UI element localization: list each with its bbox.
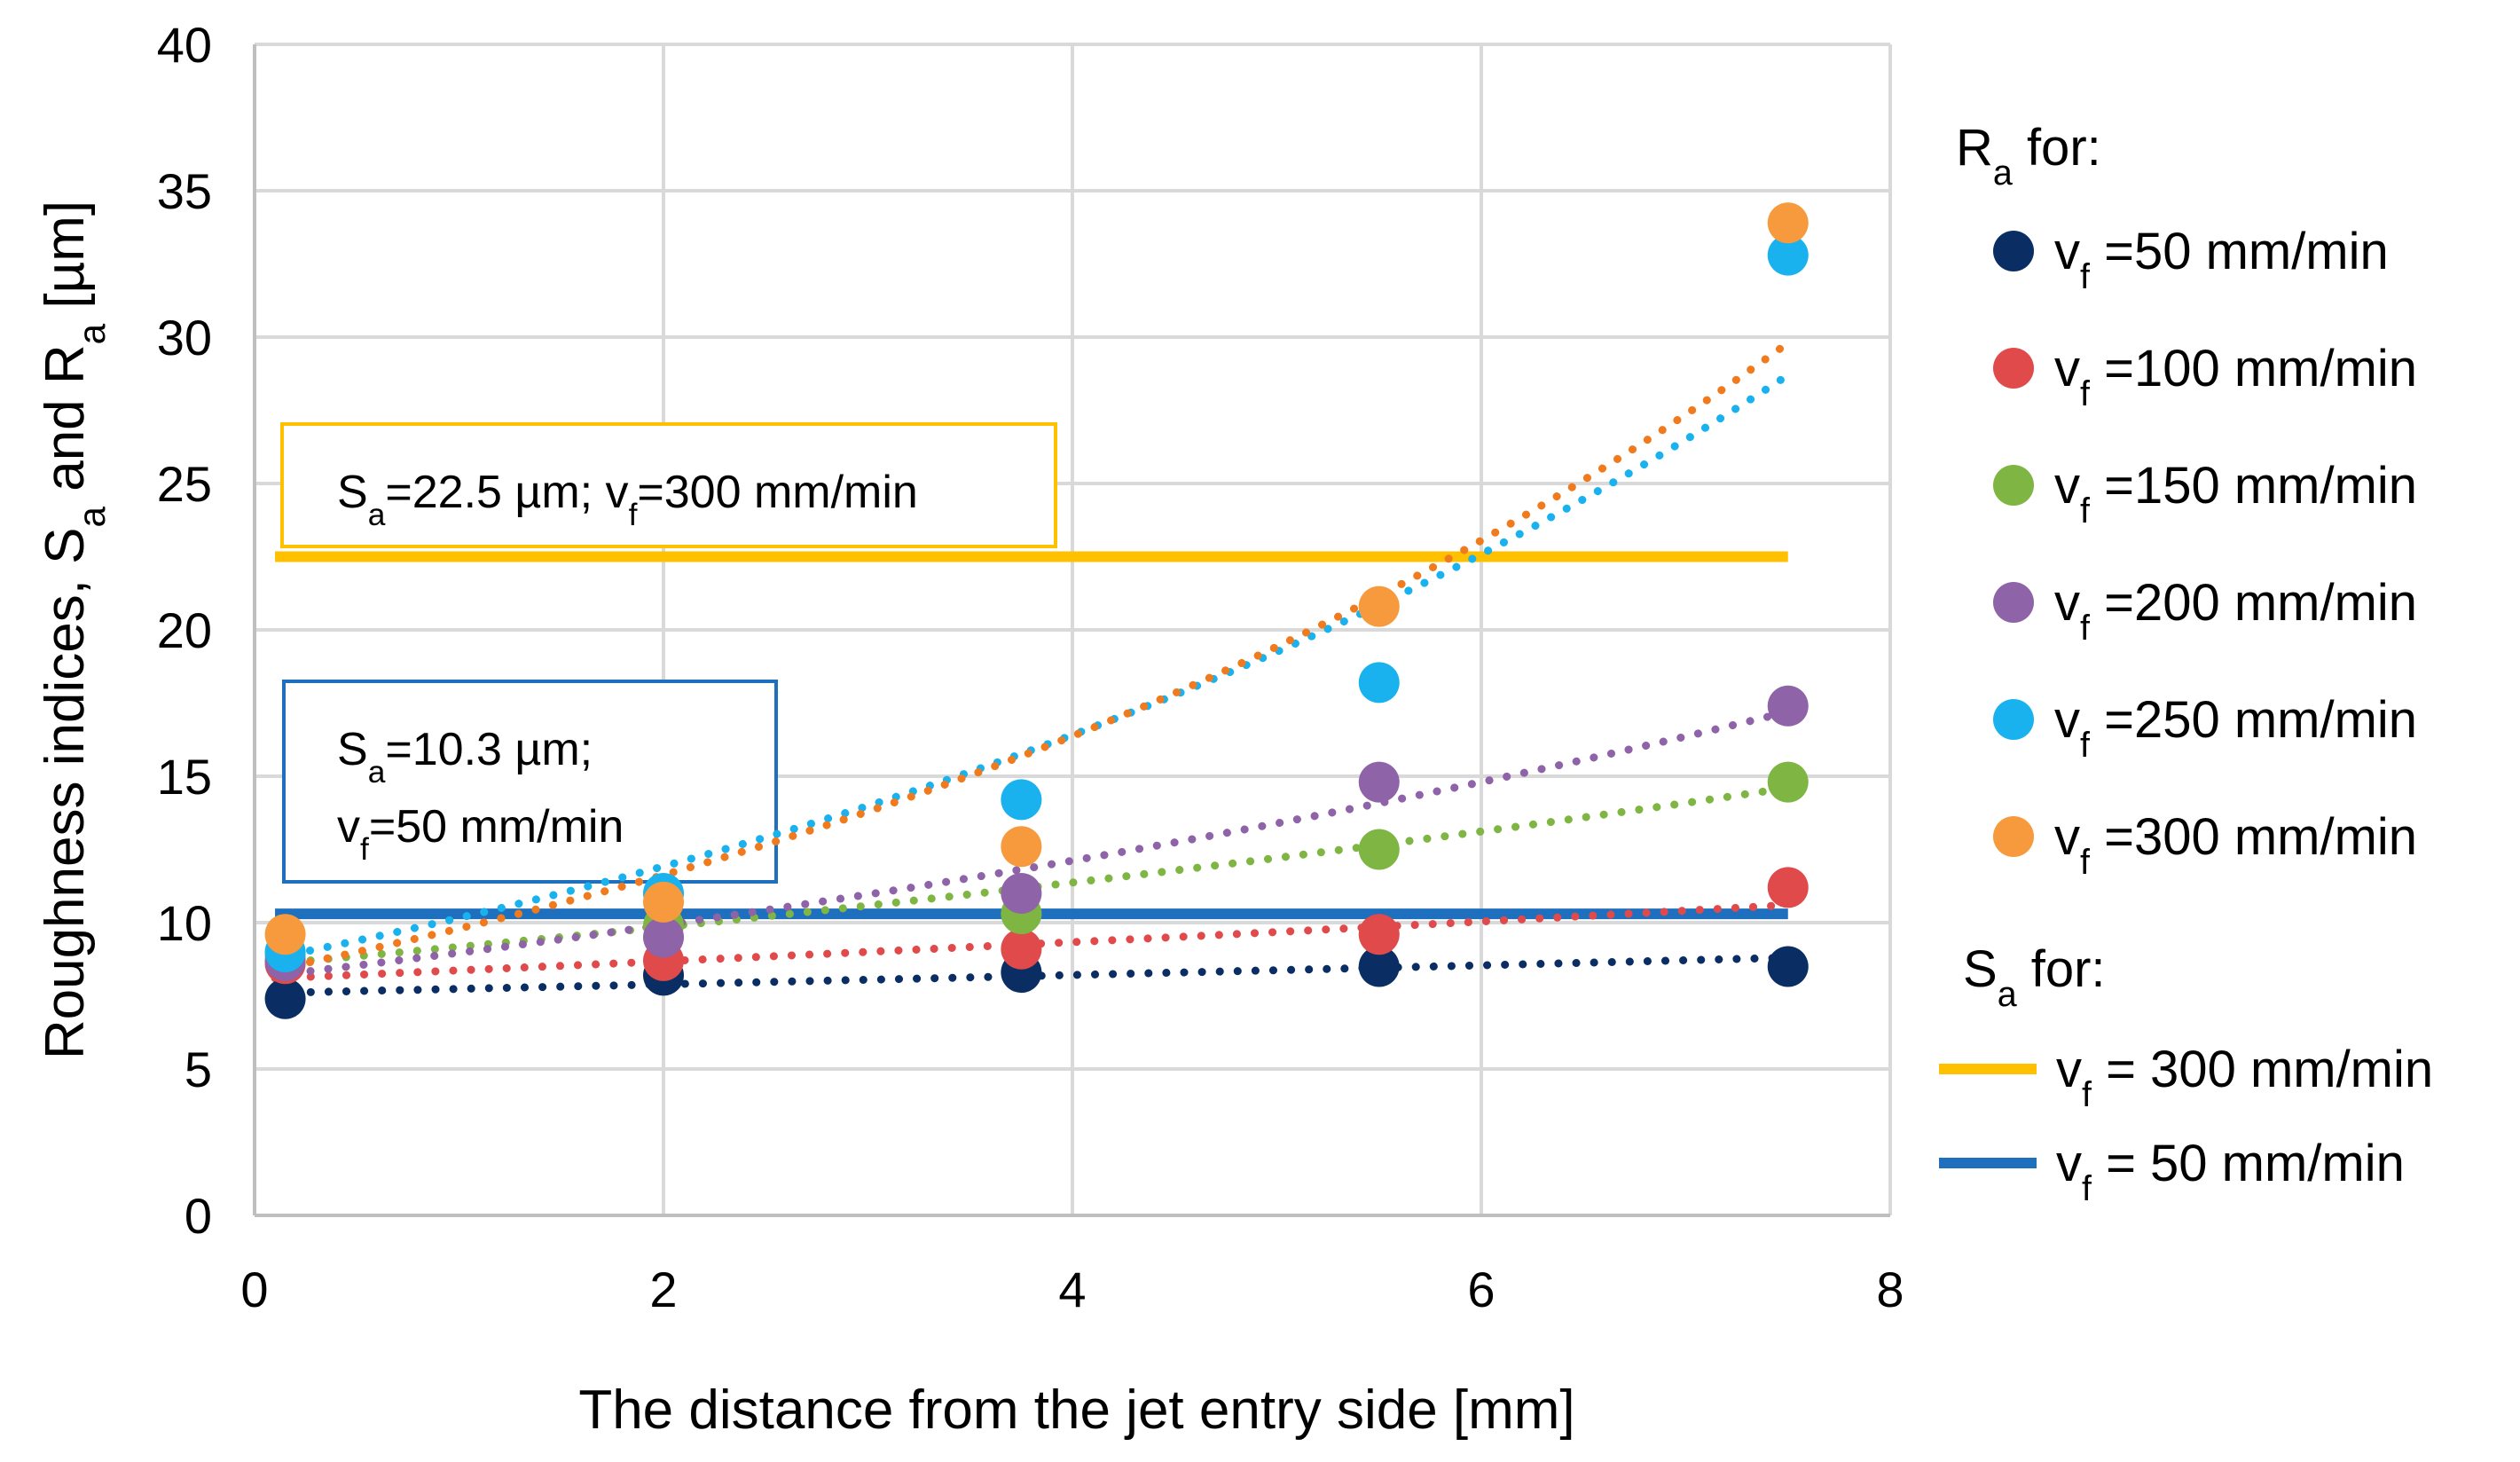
legend-marker bbox=[1993, 465, 2034, 506]
y-tick-label: 40 bbox=[157, 17, 212, 73]
y-tick-label: 0 bbox=[184, 1188, 212, 1244]
data-point bbox=[1001, 928, 1042, 970]
legend-label: vf =150 mm/min bbox=[2054, 457, 2417, 531]
data-point bbox=[1001, 826, 1042, 868]
trendline bbox=[271, 371, 1793, 963]
data-point bbox=[1001, 873, 1042, 914]
data-point bbox=[1358, 662, 1400, 703]
legend: Ra for: vf =50 mm/min vf =100 mm/min vf =15… bbox=[1939, 119, 2433, 1208]
data-point bbox=[1358, 829, 1400, 870]
trendline bbox=[271, 900, 1793, 983]
y-tick-label: 10 bbox=[157, 895, 212, 951]
legend-marker bbox=[1993, 699, 2034, 740]
legend-label: vf =300 mm/min bbox=[2054, 808, 2417, 882]
trendline bbox=[271, 707, 1793, 979]
y-tick-label: 30 bbox=[157, 310, 212, 366]
x-tick-label: 6 bbox=[1467, 1262, 1495, 1317]
data-point bbox=[1358, 914, 1400, 955]
legend-label: vf =200 mm/min bbox=[2054, 574, 2417, 648]
tick-labels: 0 5 10 15 20 25 30 35 40 0 2 4 6 8 bbox=[157, 17, 1904, 1317]
data-point bbox=[643, 881, 684, 923]
legend-label: vf =250 mm/min bbox=[2054, 691, 2417, 765]
annotation-text: Sa=10.3 µm; bbox=[337, 724, 593, 790]
legend-label: vf =50 mm/min bbox=[2054, 223, 2389, 296]
data-point bbox=[1767, 946, 1809, 987]
annotation-box bbox=[280, 422, 1057, 548]
data-point bbox=[1358, 946, 1400, 987]
y-tick-label: 35 bbox=[157, 163, 212, 219]
legend-marker bbox=[1993, 582, 2034, 623]
annotation-box bbox=[282, 680, 778, 884]
data-point bbox=[1001, 779, 1042, 821]
data-point bbox=[264, 978, 306, 1019]
trendlines bbox=[271, 339, 1793, 997]
legend-label: vf = 300 mm/min bbox=[2056, 1041, 2433, 1114]
x-tick-label: 8 bbox=[1876, 1262, 1904, 1317]
annotation-text: vf=50 mm/min bbox=[337, 801, 624, 867]
data-point bbox=[1767, 761, 1809, 803]
legend-label: vf = 50 mm/min bbox=[2056, 1135, 2405, 1208]
annotation-text: Sa=22.5 µm; vf=300 mm/min bbox=[337, 467, 918, 532]
trendline bbox=[271, 783, 1793, 968]
axis-titles: The distance from the jet entry side [mm… bbox=[35, 200, 1575, 1441]
legend-label: vf =100 mm/min bbox=[2054, 340, 2417, 413]
y-axis-title: Roughness indices, Sa and Ra [µm] bbox=[35, 200, 113, 1059]
data-point bbox=[1358, 761, 1400, 803]
axes bbox=[253, 44, 1890, 1217]
data-point bbox=[1767, 202, 1809, 244]
legend-header: Ra for: bbox=[1956, 119, 2101, 193]
x-tick-label: 0 bbox=[240, 1262, 268, 1317]
y-tick-label: 25 bbox=[157, 456, 212, 512]
legend-marker bbox=[1993, 348, 2034, 389]
x-tick-label: 4 bbox=[1058, 1262, 1086, 1317]
y-tick-label: 15 bbox=[157, 749, 212, 805]
annotations: Sa=22.5 µm; vf=300 mm/min Sa=10.3 µm; vf=5… bbox=[280, 422, 1057, 884]
x-tick-label: 2 bbox=[649, 1262, 677, 1317]
legend-marker bbox=[1993, 231, 2034, 271]
y-tick-label: 5 bbox=[184, 1041, 212, 1097]
data-point bbox=[1767, 867, 1809, 908]
data-point bbox=[1767, 685, 1809, 727]
data-point bbox=[264, 914, 306, 955]
y-tick-label: 20 bbox=[157, 602, 212, 658]
trendline bbox=[271, 954, 1793, 997]
data-point bbox=[1767, 234, 1809, 276]
data-points bbox=[264, 202, 1809, 1019]
legend-header: Sa for: bbox=[1963, 940, 2106, 1014]
data-point bbox=[643, 916, 684, 958]
data-point bbox=[1358, 586, 1400, 627]
trendline bbox=[271, 339, 1793, 974]
legend-marker bbox=[1993, 816, 2034, 857]
x-axis-title: The distance from the jet entry side [mm… bbox=[578, 1379, 1574, 1441]
